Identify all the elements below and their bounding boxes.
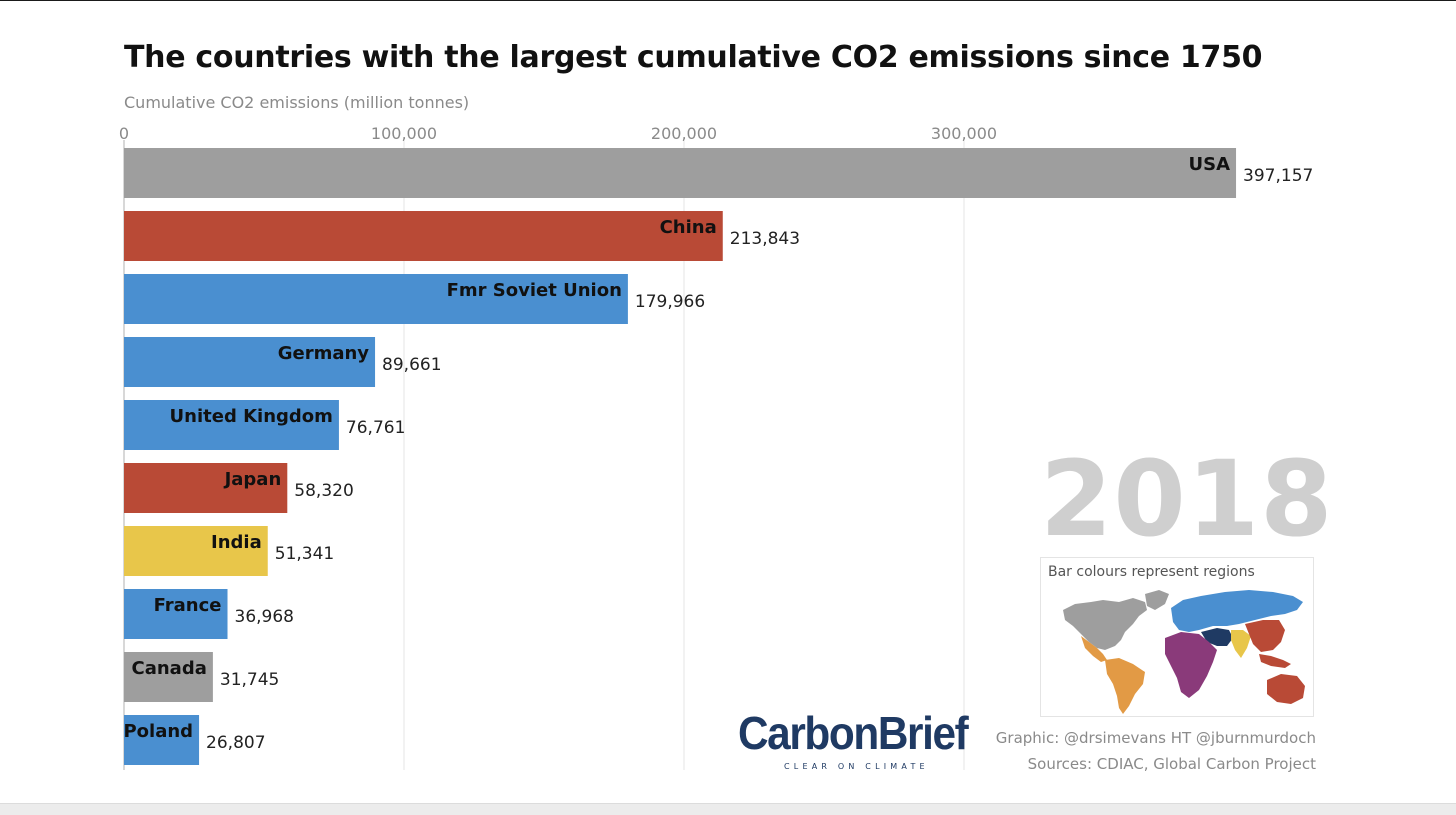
bar bbox=[124, 148, 1237, 198]
x-tick-label: 100,000 bbox=[371, 124, 437, 143]
x-axis-label: Cumulative CO2 emissions (million tonnes… bbox=[124, 93, 470, 112]
map-europe-eurasia bbox=[1171, 590, 1303, 632]
bar-category-label: Poland bbox=[123, 721, 193, 742]
map-east-asia bbox=[1245, 620, 1285, 652]
bar-value-label: 89,661 bbox=[382, 355, 441, 375]
x-axis-ticks: 0 100,000 200,000 300,000 bbox=[119, 124, 997, 143]
brand-name: CarbonBrief bbox=[738, 707, 969, 759]
bottom-band bbox=[0, 803, 1456, 815]
map-central-america bbox=[1081, 636, 1107, 662]
map-middle-east bbox=[1201, 628, 1233, 646]
bar-value-label: 58,320 bbox=[294, 481, 353, 501]
bar-value-label: 76,761 bbox=[346, 418, 405, 438]
bar-category-label: France bbox=[154, 595, 222, 616]
bar-category-label: Fmr Soviet Union bbox=[447, 280, 622, 301]
bar bbox=[124, 274, 628, 324]
top-rule bbox=[0, 0, 1456, 1]
map-africa bbox=[1165, 632, 1217, 698]
bar-category-label: USA bbox=[1189, 154, 1231, 175]
bar-category-label: India bbox=[211, 532, 262, 553]
bar bbox=[124, 463, 288, 513]
bar bbox=[124, 526, 268, 576]
bar-category-label: Germany bbox=[278, 343, 370, 364]
legend-title: Bar colours represent regions bbox=[1048, 564, 1255, 580]
year-label: 2018 bbox=[1040, 438, 1334, 560]
bar-value-label: 51,341 bbox=[275, 544, 334, 564]
map-southeast-asia bbox=[1259, 654, 1291, 668]
bar-category-label: China bbox=[660, 217, 717, 238]
carbon-brief-logo: CarbonBrief CLEAR ON CLIMATE bbox=[738, 704, 969, 774]
map-india bbox=[1231, 630, 1251, 658]
brand-tagline: CLEAR ON CLIMATE bbox=[784, 762, 929, 771]
bar bbox=[124, 211, 723, 261]
bar bbox=[124, 400, 339, 450]
x-tick-label: 0 bbox=[119, 124, 129, 143]
graphic-credit: Graphic: @drsimevans HT @jburnmurdoch bbox=[995, 729, 1316, 747]
bar bbox=[124, 652, 213, 702]
bar-value-label: 36,968 bbox=[235, 607, 294, 627]
x-tick-label: 300,000 bbox=[931, 124, 997, 143]
bar-value-label: 179,966 bbox=[635, 292, 705, 312]
chart-title: The countries with the largest cumulativ… bbox=[124, 40, 1263, 75]
bar bbox=[124, 589, 228, 639]
map-south-america bbox=[1105, 658, 1145, 714]
region-legend: Bar colours represent regions bbox=[1040, 557, 1314, 717]
x-tick-label: 200,000 bbox=[651, 124, 717, 143]
bar-value-label: 397,157 bbox=[1243, 166, 1313, 186]
bar-category-label: Canada bbox=[132, 658, 207, 679]
map-greenland bbox=[1145, 590, 1169, 610]
bars: USA 397,157 China 213,843 Fmr Soviet Union 17… bbox=[123, 148, 1313, 765]
world-map-icon bbox=[1063, 590, 1305, 714]
bar bbox=[124, 337, 376, 387]
bar-value-label: 31,745 bbox=[220, 670, 279, 690]
map-australia bbox=[1267, 674, 1305, 704]
bar-category-label: United Kingdom bbox=[170, 406, 333, 427]
bar-value-label: 26,807 bbox=[206, 733, 265, 753]
map-north-america bbox=[1063, 598, 1147, 650]
sources-credit: Sources: CDIAC, Global Carbon Project bbox=[1027, 755, 1316, 773]
bar bbox=[124, 715, 200, 765]
bar-category-label: Japan bbox=[223, 469, 282, 490]
bar-value-label: 213,843 bbox=[730, 229, 800, 249]
